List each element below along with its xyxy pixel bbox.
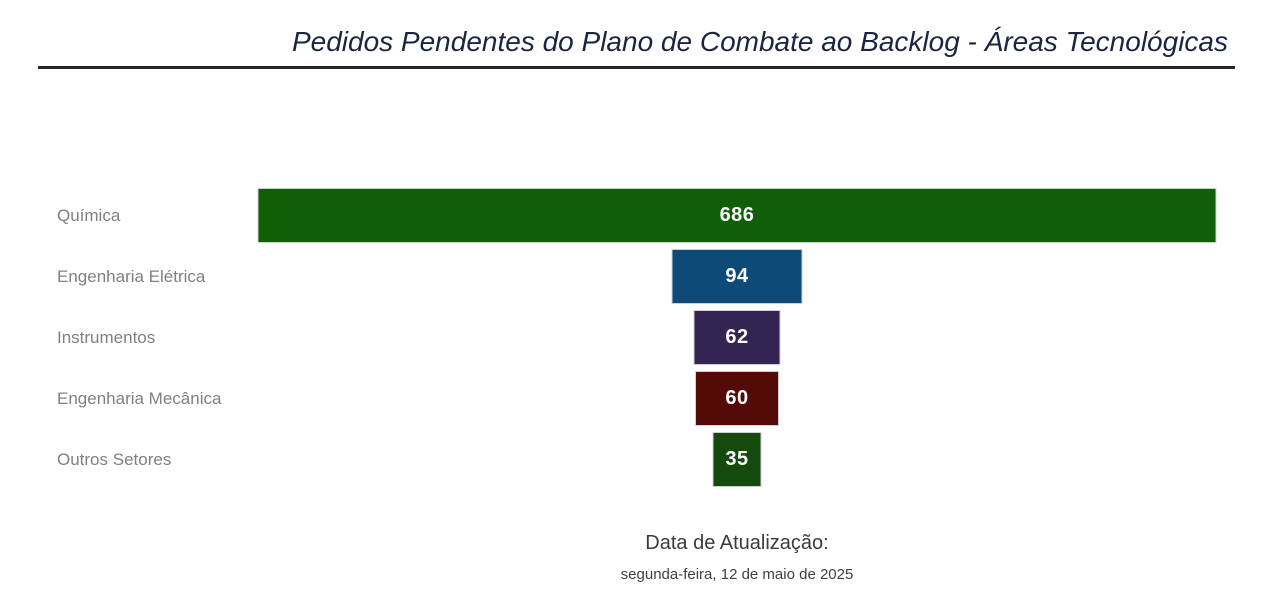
- category-label: Instrumentos: [57, 328, 156, 347]
- funnel-bar[interactable]: 62: [693, 310, 781, 365]
- value-label: 686: [719, 204, 755, 226]
- category-label: Engenharia Elétrica: [57, 267, 206, 286]
- funnel-row: Instrumentos 62: [0, 310, 1271, 365]
- value-label: 35: [725, 448, 749, 470]
- funnel-row: Outros Setores 35: [0, 432, 1271, 487]
- title-divider: [38, 66, 1235, 69]
- funnel-row: Química 686: [0, 188, 1271, 243]
- funnel-row: Engenharia Elétrica 94: [0, 249, 1271, 304]
- chart-title: Pedidos Pendentes do Plano de Combate ao…: [291, 26, 1228, 57]
- value-label: 60: [725, 387, 749, 409]
- category-label: Química: [57, 206, 121, 225]
- funnel-bar[interactable]: 60: [695, 371, 779, 426]
- funnel-bar[interactable]: 35: [712, 432, 762, 487]
- update-date-label: Data de Atualização:: [645, 532, 829, 554]
- update-date-value: segunda-feira, 12 de maio de 2025: [620, 566, 854, 583]
- category-label: Engenharia Mecânica: [57, 389, 222, 408]
- funnel-bar[interactable]: 94: [671, 249, 803, 304]
- funnel-bar[interactable]: 686: [257, 188, 1217, 243]
- funnel-row: Engenharia Mecânica 60: [0, 371, 1271, 426]
- value-label: 94: [725, 265, 749, 287]
- value-label: 62: [725, 326, 749, 348]
- category-label: Outros Setores: [57, 450, 172, 469]
